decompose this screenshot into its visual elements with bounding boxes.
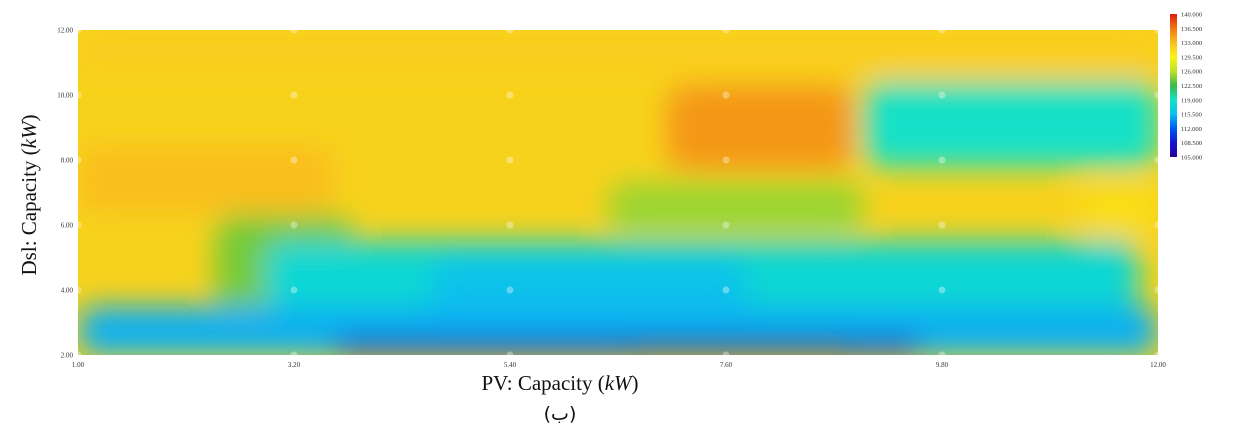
contour-region <box>1079 182 1158 235</box>
contour-regions <box>78 30 1158 355</box>
legend-labels: 140.000 136.500 133.000 129.500 126.000 122.5… <box>1181 12 1202 162</box>
y-axis-ticks: 2.00 4.00 6.00 8.00 10.00 12.00 <box>57 27 73 360</box>
y-tick-label: 2.00 <box>61 352 74 360</box>
sample-point-marker <box>506 221 514 229</box>
y-axis-title: Dsl: Capacity (kW) <box>17 115 41 276</box>
sample-point-marker <box>290 156 298 164</box>
legend-label: 129.500 <box>1181 54 1202 61</box>
sample-point-marker <box>290 286 298 294</box>
sample-point-marker <box>722 156 730 164</box>
sample-point-marker <box>938 221 946 229</box>
sample-point-marker <box>74 351 82 359</box>
x-tick-label: 7.60 <box>720 361 733 369</box>
y-tick-label: 10.00 <box>57 92 73 100</box>
legend-label: 140.000 <box>1181 12 1202 19</box>
legend-label: 133.000 <box>1181 40 1202 47</box>
sample-point-marker <box>290 221 298 229</box>
sample-point-marker <box>290 91 298 99</box>
legend-label: 122.500 <box>1181 83 1202 90</box>
legend-label: 112.000 <box>1181 126 1202 133</box>
sample-point-marker <box>74 286 82 294</box>
sample-point-marker <box>938 91 946 99</box>
sample-point-marker <box>938 351 946 359</box>
x-tick-label: 5.40 <box>504 361 517 369</box>
y-tick-label: 6.00 <box>61 222 74 230</box>
sample-point-marker <box>506 26 514 34</box>
x-tick-label: 3.20 <box>288 361 301 369</box>
sample-point-marker <box>506 286 514 294</box>
sample-point-marker <box>74 156 82 164</box>
legend-label: 105.000 <box>1181 155 1202 162</box>
sample-point-marker <box>1154 221 1162 229</box>
x-axis-title: PV: Capacity (kW) <box>481 371 638 395</box>
figure-caption: (ب) <box>544 403 577 425</box>
sample-point-marker <box>506 156 514 164</box>
sample-point-marker <box>722 286 730 294</box>
contour-region <box>863 82 1158 167</box>
contour-region <box>667 85 854 170</box>
sample-point-marker <box>722 91 730 99</box>
sample-point-marker <box>1154 286 1162 294</box>
sample-point-marker <box>1154 351 1162 359</box>
sample-point-marker <box>74 26 82 34</box>
sample-point-marker <box>290 351 298 359</box>
legend-color-bar <box>1170 14 1177 157</box>
x-tick-label: 9.80 <box>936 361 949 369</box>
contour-region <box>608 182 864 232</box>
y-tick-label: 12.00 <box>57 27 73 35</box>
sample-point-marker <box>938 156 946 164</box>
sample-point-marker <box>1154 91 1162 99</box>
sample-point-marker <box>722 351 730 359</box>
sample-point-marker <box>506 91 514 99</box>
y-tick-label: 8.00 <box>61 157 74 165</box>
sample-point-marker <box>722 221 730 229</box>
x-tick-label: 1.00 <box>72 361 85 369</box>
sample-point-marker <box>290 26 298 34</box>
contour-region <box>627 342 854 355</box>
legend-label: 126.000 <box>1181 69 1202 76</box>
legend-label: 119.000 <box>1181 97 1202 104</box>
contour-region <box>78 147 334 212</box>
color-legend: 140.000 136.500 133.000 129.500 126.000 122.5… <box>1170 12 1202 162</box>
sample-point-marker <box>938 26 946 34</box>
plot-area <box>74 26 1162 359</box>
sample-point-marker <box>74 91 82 99</box>
sample-point-marker <box>1154 156 1162 164</box>
y-tick-label: 4.00 <box>61 287 74 295</box>
contour-region <box>78 30 1158 76</box>
sample-point-marker <box>722 26 730 34</box>
sample-point-marker <box>938 286 946 294</box>
legend-label: 108.500 <box>1181 140 1202 147</box>
legend-label: 136.500 <box>1181 26 1202 33</box>
sample-point-marker <box>506 351 514 359</box>
x-axis-ticks: 1.00 3.20 5.40 7.60 9.80 12.00 <box>72 361 1167 369</box>
legend-label: 115.500 <box>1181 112 1202 119</box>
sample-point-marker <box>1154 26 1162 34</box>
x-tick-label: 12.00 <box>1150 361 1166 369</box>
sample-point-marker <box>74 221 82 229</box>
